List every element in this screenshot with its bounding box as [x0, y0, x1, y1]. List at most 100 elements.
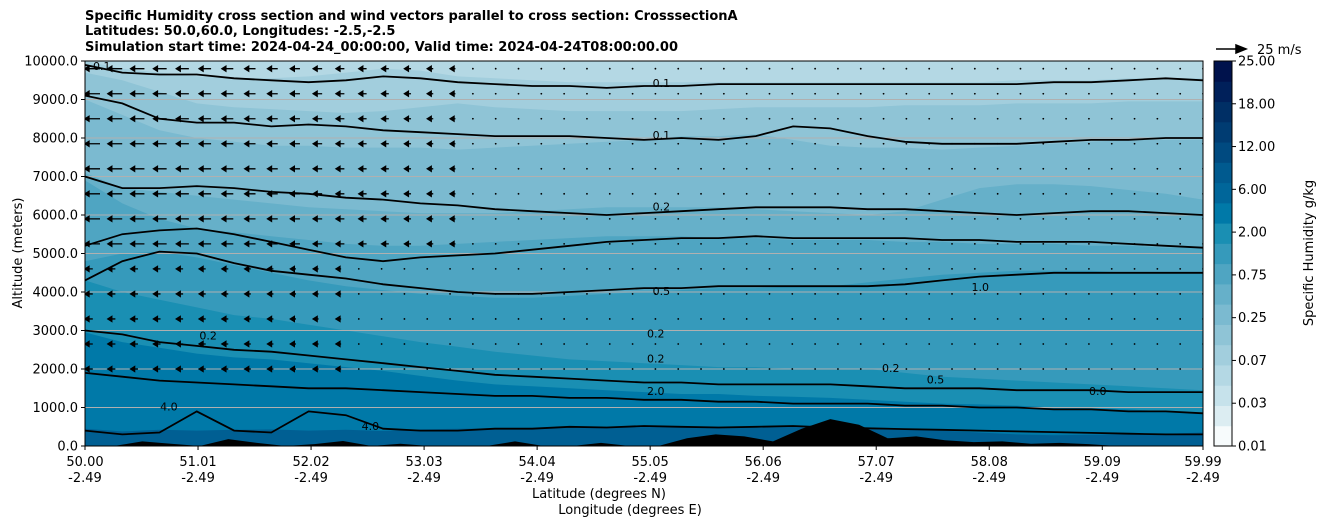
wind-vector-dot — [905, 167, 908, 170]
wind-vector — [448, 140, 456, 148]
wind-vector-dot — [722, 117, 725, 120]
humidity-band-2 — [85, 332, 1203, 446]
contour-label: 0.2 — [647, 352, 665, 365]
wind-vector-dot — [471, 268, 474, 270]
wind-vector — [220, 90, 234, 98]
wind-vector-dot — [1133, 167, 1136, 170]
wind-vector — [85, 165, 100, 173]
wind-vector-dot — [517, 167, 520, 170]
wind-vector — [289, 115, 300, 123]
wind-vector — [380, 115, 389, 123]
wind-vector-dot — [540, 167, 543, 170]
wind-vector-dot — [563, 67, 566, 70]
wind-vector — [448, 65, 456, 73]
wind-vector-dot — [540, 318, 543, 320]
wind-vector — [106, 240, 123, 248]
wind-vector — [129, 290, 138, 298]
wind-vector-dot — [905, 293, 908, 295]
wind-vector-dot — [1179, 92, 1182, 95]
wind-vector — [220, 140, 234, 148]
colorbar-segment — [1214, 61, 1232, 82]
wind-vector-dot — [905, 318, 908, 320]
wind-vector-dot — [928, 117, 931, 120]
wind-vector-dot — [654, 117, 657, 120]
wind-vector — [197, 90, 212, 98]
wind-vector-dot — [540, 192, 543, 195]
wind-vector-dot — [380, 318, 383, 320]
wind-vector — [129, 240, 145, 248]
wind-vector-dot — [882, 318, 885, 320]
wind-vector — [266, 115, 278, 123]
wind-vector-dot — [768, 268, 771, 270]
wind-vector-dot — [1156, 192, 1159, 195]
x-tick-label-lon: -2.49 — [68, 471, 102, 486]
wind-vector-dot — [791, 142, 794, 145]
wind-vector-dot — [471, 92, 474, 95]
wind-vector-dot — [700, 293, 702, 295]
wind-vector-dot — [586, 92, 588, 95]
wind-vector-dot — [1156, 117, 1159, 120]
x-tick-label-lat: 53.03 — [405, 455, 442, 470]
wind-vector-dot — [540, 343, 543, 345]
wind-vector-dot — [1019, 117, 1022, 120]
wind-vector — [106, 190, 123, 198]
wind-vector — [197, 240, 212, 248]
wind-vector-dot — [1179, 368, 1182, 370]
wind-vector-dot — [1179, 142, 1182, 145]
wind-vector — [266, 140, 278, 148]
wind-vector — [426, 215, 434, 223]
wind-vector-dot — [1179, 217, 1182, 220]
wind-vector-dot — [1042, 67, 1045, 70]
wind-vector-dot — [1133, 67, 1136, 70]
wind-vector-dot — [1088, 142, 1090, 145]
wind-vector — [311, 190, 323, 198]
wind-vector-dot — [1156, 368, 1159, 370]
wind-vector-dot — [791, 343, 794, 345]
colorbar-segment — [1214, 344, 1232, 366]
wind-vector-dot — [1042, 242, 1045, 245]
wind-vector-dot — [494, 67, 497, 70]
wind-vector — [243, 115, 256, 123]
wind-vector-dot — [426, 343, 429, 345]
wind-vector-dot — [494, 117, 497, 120]
wind-vector-dot — [631, 92, 634, 95]
wind-vector — [175, 365, 184, 373]
wind-vector — [106, 365, 116, 373]
wind-vector — [197, 115, 212, 123]
wind-vector — [220, 115, 234, 123]
wind-vector-dot — [654, 167, 657, 170]
wind-vector-dot — [608, 117, 611, 120]
contour-line-0 — [85, 64, 1203, 89]
wind-vector — [334, 290, 342, 298]
wind-vector — [403, 215, 412, 223]
wind-vector-dot — [837, 368, 839, 370]
wind-vector-dot — [996, 343, 999, 345]
wind-vector — [311, 265, 319, 273]
y-tick-label: 2000.0 — [33, 363, 79, 378]
wind-vector-dot — [1065, 167, 1068, 170]
y-tick-label: 7000.0 — [33, 170, 79, 185]
wind-vector-dot — [1156, 92, 1159, 95]
colorbar-segment — [1214, 101, 1232, 123]
wind-vector-dot — [905, 368, 908, 370]
wind-vector-dot — [791, 242, 794, 245]
wind-vector-dot — [654, 343, 657, 345]
wind-vector-dot — [608, 92, 611, 95]
wind-vector — [175, 140, 189, 148]
wind-vector-dot — [905, 192, 908, 195]
wind-vector — [266, 90, 278, 98]
wind-vector-dot — [540, 242, 543, 245]
wind-vector-dot — [1065, 268, 1068, 270]
wind-vector — [175, 290, 184, 298]
wind-vector-dot — [654, 268, 657, 270]
wind-vector-dot — [928, 92, 931, 95]
wind-vector-dot — [1110, 92, 1113, 95]
wind-vector — [243, 265, 251, 273]
wind-vector-dot — [791, 67, 794, 70]
wind-vector — [175, 340, 184, 348]
wind-vector-dot — [517, 242, 520, 245]
wind-vector-dot — [517, 67, 520, 70]
wind-vector-dot — [357, 368, 360, 370]
wind-vector-dot — [1156, 67, 1159, 70]
wind-vector-dot — [608, 192, 611, 195]
